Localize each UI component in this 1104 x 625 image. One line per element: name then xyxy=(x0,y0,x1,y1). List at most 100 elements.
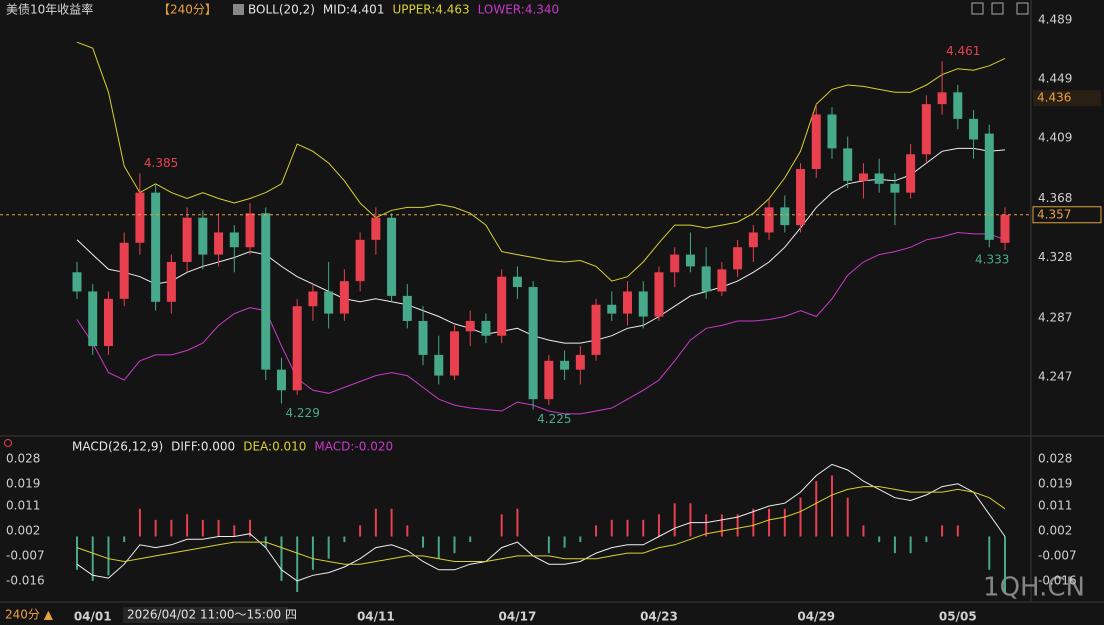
indicator-label: DIFF:0.000 xyxy=(171,440,235,454)
x-tick-label: 04/11 xyxy=(357,610,395,624)
candle-body xyxy=(685,254,695,267)
candle-body xyxy=(921,104,931,155)
tooltip-box xyxy=(123,607,288,623)
period-footer: 240分 ▲ xyxy=(5,608,54,622)
candle-body xyxy=(575,354,585,370)
cursor-tooltip: 2026/04/02 11:00～15:00 四 xyxy=(127,608,297,622)
extreme-label: 4.225 xyxy=(537,412,571,426)
indicator-label: UPPER:4.463 xyxy=(392,3,469,17)
candle-body xyxy=(906,154,916,193)
candle-body xyxy=(969,118,979,140)
y-tick-label: 0.002 xyxy=(1038,523,1072,537)
x-tick-label: 04/01 xyxy=(74,610,112,624)
y-tick-label: 4.368 xyxy=(1038,191,1072,205)
x-tick-label: 05/05 xyxy=(939,610,977,624)
indicator-label: BOLL(20,2) xyxy=(248,3,315,17)
candle-body xyxy=(560,360,570,370)
candle-body xyxy=(623,291,633,314)
candle-body xyxy=(1000,214,1010,243)
candle-body xyxy=(151,192,161,302)
candle-body xyxy=(984,133,994,240)
y-tick-label: 0.002 xyxy=(6,523,40,537)
y-tick-label: -0.007 xyxy=(6,548,45,562)
chart-title: 美债10年收益率 xyxy=(6,2,93,17)
candle-body xyxy=(890,183,900,193)
y-tick-label: 0.019 xyxy=(6,476,40,490)
y-tick-label: 0.019 xyxy=(1038,476,1072,490)
y-tick-label: -0.016 xyxy=(1038,573,1077,587)
boll-line xyxy=(76,231,1006,415)
candle-body xyxy=(528,287,538,400)
y-tick-label: 4.449 xyxy=(1038,72,1072,86)
candle-body xyxy=(229,232,239,248)
candle-body xyxy=(418,320,428,355)
candle-body xyxy=(481,320,491,336)
tool-icon[interactable] xyxy=(1016,2,1029,15)
candle-body xyxy=(827,114,837,149)
candle-body xyxy=(748,232,758,248)
candle-body xyxy=(465,320,475,332)
extreme-label: 4.333 xyxy=(975,253,1009,267)
y-tick-label: 0.011 xyxy=(1038,499,1072,513)
pane-icon[interactable] xyxy=(4,439,12,447)
candle-body xyxy=(72,272,82,292)
candle-body xyxy=(937,92,947,105)
dea-line xyxy=(76,486,1006,565)
y-tick-label: 4.409 xyxy=(1038,131,1072,145)
indicator-icon[interactable] xyxy=(233,4,244,15)
candle-body xyxy=(292,306,302,391)
y-tick-label: -0.016 xyxy=(6,573,45,587)
price-tag-box xyxy=(1032,206,1102,224)
candle-body xyxy=(308,291,318,307)
candle-body xyxy=(449,331,459,376)
indicator-label: MACD(26,12,9) xyxy=(72,440,163,454)
y-tick-label: 0.011 xyxy=(6,499,40,513)
candle-body xyxy=(119,242,129,299)
candle-body xyxy=(811,114,821,170)
candle-body xyxy=(402,295,412,321)
candle-body xyxy=(135,192,145,243)
candle-body xyxy=(874,173,884,184)
extreme-label: 4.229 xyxy=(285,406,319,420)
cursor-price-tag: 4.436 xyxy=(1037,91,1071,105)
x-tick-label: 04/17 xyxy=(499,610,537,624)
diff-line xyxy=(76,463,1006,582)
candle-body xyxy=(764,207,774,233)
y-tick-label: 4.489 xyxy=(1038,13,1072,27)
candle-body xyxy=(434,354,444,376)
indicator-label: LOWER:4.340 xyxy=(478,3,560,17)
tool-icon[interactable] xyxy=(991,2,1004,15)
candle-body xyxy=(339,281,349,314)
candle-body xyxy=(858,173,868,181)
y-tick-label: 0.028 xyxy=(1038,451,1072,465)
candle-body xyxy=(371,217,381,240)
candle-body xyxy=(796,169,806,226)
candle-body xyxy=(355,239,365,282)
candle-body xyxy=(198,217,208,255)
candle-body xyxy=(182,217,192,262)
candle-body xyxy=(276,369,286,391)
candle-body xyxy=(717,269,727,292)
boll-line xyxy=(76,147,1006,344)
candle-body xyxy=(701,266,711,292)
y-tick-label: 0.028 xyxy=(6,451,40,465)
y-tick-label: 4.328 xyxy=(1038,250,1072,264)
extreme-label: 4.461 xyxy=(946,44,980,58)
x-tick-label: 04/29 xyxy=(797,610,835,624)
candle-body xyxy=(497,276,507,336)
candle-body xyxy=(638,291,648,317)
boll-line xyxy=(76,41,1006,282)
candle-body xyxy=(953,92,963,119)
x-tick-label: 04/23 xyxy=(640,610,678,624)
candle-body xyxy=(654,272,664,317)
tool-icon[interactable] xyxy=(971,2,984,15)
candle-body xyxy=(103,298,113,347)
candle-body xyxy=(544,360,554,400)
candle-body xyxy=(512,276,522,288)
period-label: 【240分】 xyxy=(158,3,217,17)
indicator-label: MACD:-0.020 xyxy=(314,440,393,454)
candle-body xyxy=(733,247,743,270)
candle-body xyxy=(324,291,334,314)
